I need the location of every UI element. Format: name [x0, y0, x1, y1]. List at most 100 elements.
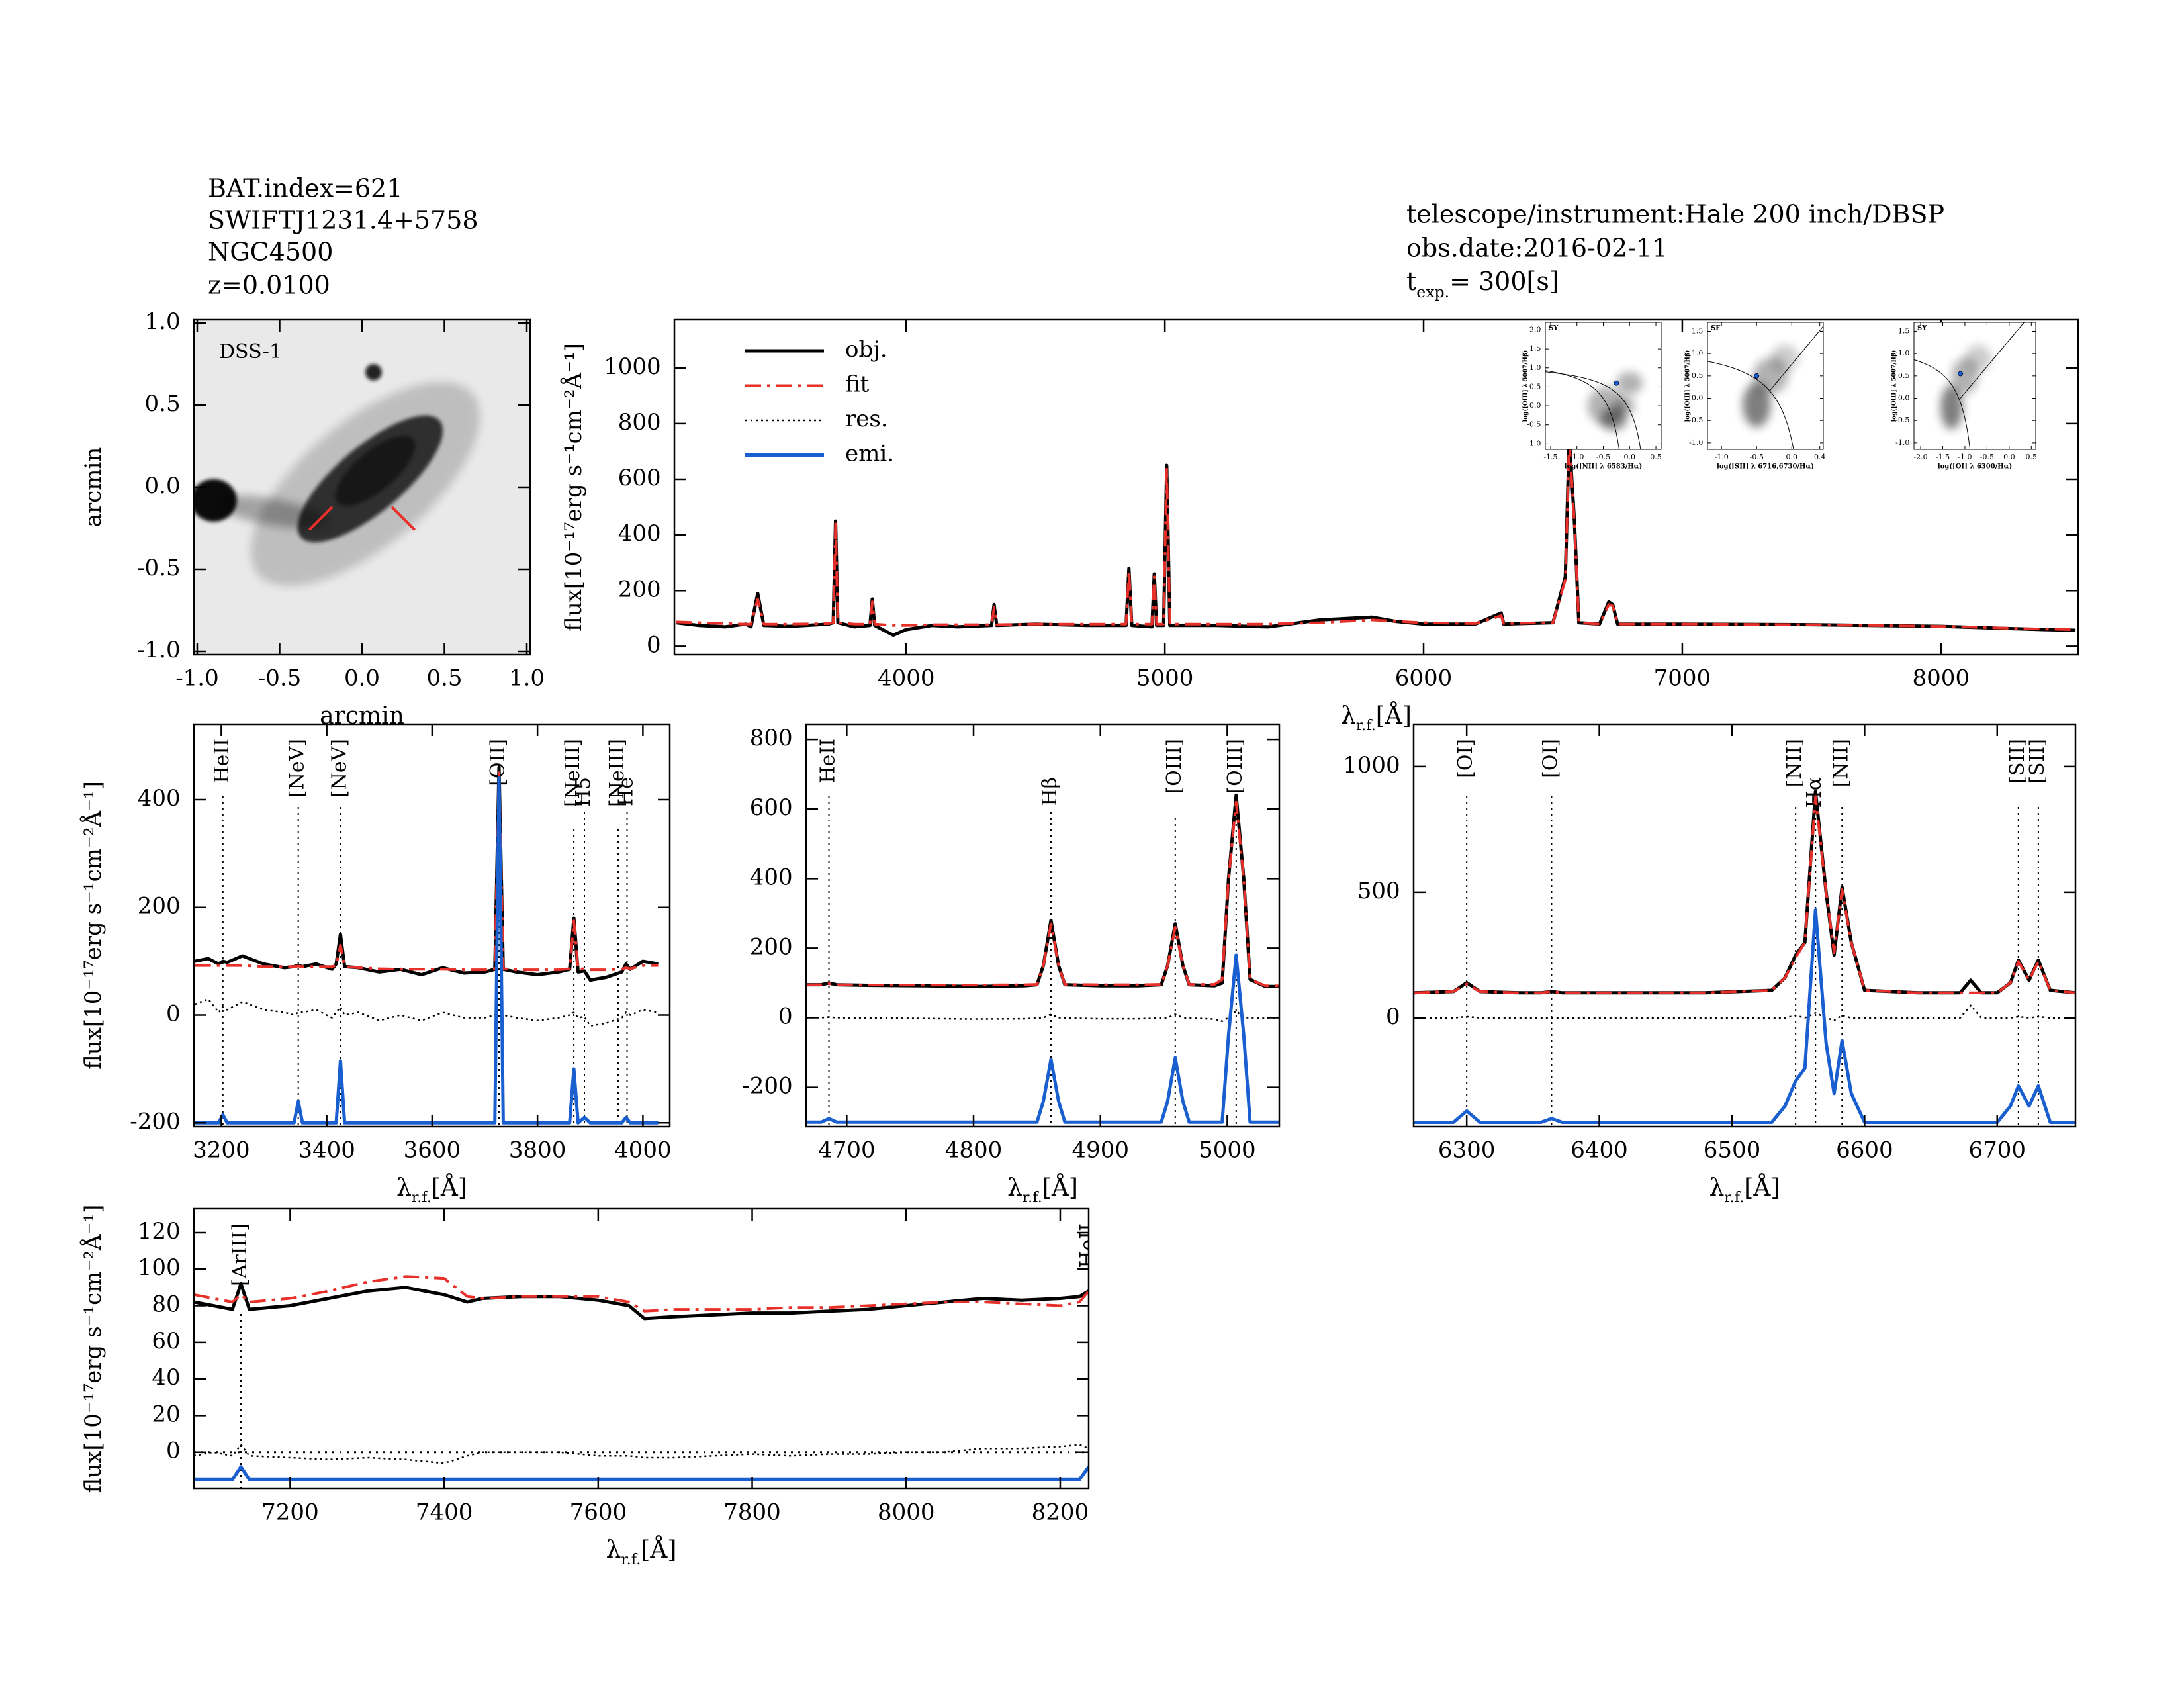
swift-name: SWIFTJ1231.4+5758 [208, 206, 478, 235]
spectrum [806, 953, 1279, 1124]
y-tick-label: 0.5 [145, 391, 181, 417]
axis-label-part: λ [1007, 1174, 1023, 1201]
y-tick-label: 0.0 [1898, 394, 1910, 402]
x-tick-label: 0.5 [2026, 453, 2038, 461]
line-label: [OI] [1539, 739, 1562, 778]
y-tick-label: 1000 [1343, 752, 1400, 778]
plot-area [1914, 322, 2025, 449]
axis-label: log([OIII] λ 5007/Hβ) [1891, 350, 1898, 422]
line-label: [OIII] [1163, 739, 1186, 794]
line-label: HeII [1076, 1223, 1099, 1268]
x-tick-label: 3200 [193, 1137, 250, 1163]
x-tick-label: 4700 [818, 1137, 876, 1163]
y-tick-label: 0 [166, 1438, 181, 1464]
plot-frame [805, 723, 1281, 1128]
line-label: Hβ [1038, 777, 1062, 806]
galaxy-name: NGC4500 [208, 238, 333, 267]
galaxy-point [1614, 380, 1619, 386]
demarcation-curve [1960, 322, 2025, 399]
panel-label: SF [1711, 325, 1720, 332]
line-label: [NII] [1783, 739, 1806, 787]
line-label: [NeIII] [561, 739, 584, 807]
x-tick-label: -1.0 [1570, 453, 1584, 461]
spectrum [676, 439, 2076, 632]
line-label: [NeV] [286, 739, 309, 798]
axis-label: flux[10⁻¹⁷erg s⁻¹cm⁻²Å⁻¹] [79, 1205, 107, 1493]
x-tick-label: 5000 [1136, 665, 1194, 691]
y-tick-label: 20 [152, 1401, 180, 1427]
y-tick-label: 800 [750, 725, 793, 751]
y-tick-label: 0 [778, 1004, 793, 1030]
line-label: [OI] [1454, 739, 1477, 778]
demarcation-curve [1768, 326, 1823, 392]
y-tick-label: 120 [138, 1218, 181, 1244]
y-tick-label: 0.5 [1898, 371, 1910, 380]
chart-panel: HeII [NeV] [NeV] [OII] [NeIII]H5 [NeIII]He320… [79, 723, 672, 1206]
y-tick-label: 2.0 [1529, 325, 1541, 334]
axis-label: λr.f.[Å] [1007, 1174, 1078, 1206]
x-tick-label: 8000 [878, 1499, 935, 1525]
y-tick-label: 200 [750, 933, 793, 960]
plot-frame [193, 1207, 1090, 1490]
axis-label-part: r.f. [1724, 1189, 1744, 1206]
galaxy-point [1958, 371, 1964, 377]
x-tick-label: 8200 [1032, 1499, 1089, 1525]
axis-label: flux[10⁻¹⁷erg s⁻¹cm⁻²Å⁻¹] [560, 343, 587, 632]
x-tick-label: 6400 [1570, 1137, 1628, 1163]
chart-panel: [ArIII] HeII 7200 7400 7600 7800 8000 8200 0 20 40… [79, 1205, 1099, 1568]
x-tick-label: 6700 [1968, 1137, 2026, 1163]
y-tick-label: 0.0 [1692, 394, 1704, 402]
axis-label: log([SII] λ 6716,6730/Hα) [1717, 463, 1814, 471]
x-tick-label: 0.5 [426, 665, 462, 691]
axis-label-part: exp. [1416, 283, 1449, 301]
x-tick-label: -1.0 [175, 665, 219, 691]
x-tick-label: 3400 [298, 1137, 355, 1163]
axis-label: λr.f.[Å] [1341, 702, 1412, 734]
spectrum [194, 1282, 1089, 1321]
x-tick-label: 4900 [1071, 1137, 1129, 1163]
panel-label: SY [1917, 325, 1927, 332]
y-tick-label: 600 [618, 465, 661, 491]
plot-frame [673, 318, 2079, 656]
x-tick-label: -0.5 [258, 665, 302, 691]
axis-label-part: λ [1709, 1174, 1725, 1201]
axis-label-part: [Å] [1042, 1174, 1078, 1201]
chart-panel: -1.0 -0.5 0.0 0.4 1.5 1.0 0.5 0.0 -0.5 -1.0 log([S… [1684, 322, 1825, 471]
y-tick-label: -0.5 [137, 555, 181, 581]
y-tick-label: 1000 [604, 353, 661, 380]
spectrum [194, 1275, 1089, 1313]
line-label: [NeIII] [606, 739, 629, 807]
x-tick-label: 7200 [261, 1499, 319, 1525]
axis-label-part: = 300[s] [1449, 267, 1559, 296]
x-tick-label: 7000 [1654, 665, 1711, 691]
line-label: [OIII] [1224, 739, 1247, 794]
y-tick-label: 500 [1357, 878, 1400, 904]
x-tick-label: 1.0 [509, 665, 545, 691]
y-tick-label: -200 [742, 1073, 792, 1100]
axis-label-part: λ [1341, 702, 1356, 729]
x-tick-label: 3600 [404, 1137, 461, 1163]
demarcation-curve [1545, 371, 1641, 449]
x-tick-label: 6000 [1395, 665, 1453, 691]
y-tick-label: 1.0 [1529, 363, 1541, 372]
obs-date: obs.date:2016-02-11 [1406, 234, 1668, 263]
x-tick-label: -2.0 [1913, 453, 1927, 461]
x-tick-label: 3800 [509, 1137, 567, 1163]
spectrum [1414, 908, 2075, 1124]
y-tick-label: 0.0 [145, 473, 181, 499]
y-tick-label: 600 [750, 794, 793, 821]
legend-label: emi. [845, 441, 894, 467]
legend-label: obj. [845, 336, 887, 363]
x-tick-label: 0.0 [2003, 453, 2015, 461]
y-tick-label: 1.5 [1692, 326, 1704, 335]
y-tick-label: 200 [618, 576, 661, 602]
plot-background [1414, 724, 2075, 1127]
panel-label: SY [1549, 325, 1559, 332]
axis-label-part: [Å] [641, 1536, 676, 1564]
chart-panel: 4000 5000 6000 7000 8000 0 200 400 600 800 1000 λr.… [560, 318, 2079, 734]
plot-area [1545, 370, 1643, 449]
legend-label: fit [845, 371, 870, 398]
galaxy-light [335, 436, 416, 506]
spectrum [1414, 1004, 2075, 1021]
